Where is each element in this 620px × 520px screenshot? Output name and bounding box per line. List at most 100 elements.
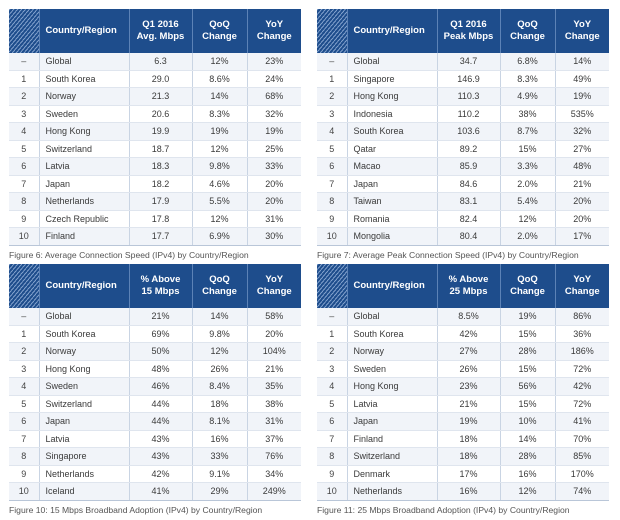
country-cell: Japan — [347, 412, 438, 431]
table-row: 6 Japan 19% 10% 41% — [317, 412, 609, 431]
header-row: Country/Region Q1 2016 Avg. Mbps QoQ Change Y… — [9, 9, 301, 53]
yoy-cell: 37% — [247, 430, 301, 448]
yoy-cell: 86% — [555, 308, 609, 326]
yoy-cell: 42% — [555, 377, 609, 396]
table-row: 6 Macao 85.9 3.3% 48% — [317, 157, 609, 176]
column-header: YoY Change — [555, 264, 609, 308]
value-cell: 17.8 — [129, 210, 193, 228]
figure-caption: Figure 10: 15 Mbps Broadband Adoption (I… — [9, 504, 263, 515]
header-row: Country/Region% Above 25 Mbps QoQ Change YoY… — [317, 264, 609, 308]
qoq-cell: 8.3% — [500, 70, 556, 88]
yoy-cell: 30% — [247, 227, 301, 246]
country-cell: Qatar — [347, 140, 438, 158]
qoq-cell: 5.5% — [192, 192, 248, 211]
value-cell: 34.7 — [437, 53, 501, 71]
column-header: Country/Region — [39, 9, 130, 53]
yoy-cell: 74% — [555, 482, 609, 501]
country-cell: South Korea — [39, 325, 130, 343]
value-cell: 19.9 — [129, 122, 193, 141]
rank-cell: 5 — [9, 140, 40, 158]
table-row: 4 Sweden 46% 8.4% 35% — [9, 377, 301, 396]
column-header-line: YoY — [573, 19, 592, 30]
table-row: 7 Japan 18.2 4.6% 20% — [9, 175, 301, 193]
yoy-cell: 70% — [555, 430, 609, 448]
value-cell: 18.2 — [129, 175, 193, 193]
column-header-line: Change — [564, 31, 600, 42]
column-header-line: % Above — [140, 274, 181, 285]
rank-cell: 8 — [9, 447, 40, 466]
yoy-cell: 72% — [555, 395, 609, 413]
table-row: 1 South Korea 29.0 8.6% 24% — [9, 70, 301, 88]
column-header: QoQ Change — [192, 9, 248, 53]
yoy-cell: 25% — [247, 140, 301, 158]
value-cell: 42% — [437, 325, 501, 343]
value-cell: 17% — [437, 465, 501, 483]
country-cell: Taiwan — [347, 192, 438, 211]
qoq-cell: 8.3% — [192, 105, 248, 123]
country-cell: Macao — [347, 157, 438, 176]
country-cell: Norway — [39, 342, 130, 361]
column-header: YoY Change — [247, 9, 301, 53]
value-cell: 6.3 — [129, 53, 193, 71]
qoq-cell: 14% — [192, 308, 248, 326]
country-cell: Norway — [347, 342, 438, 361]
country-cell: Latvia — [39, 430, 130, 448]
rank-cell: 8 — [317, 192, 348, 211]
yoy-cell: 32% — [555, 122, 609, 141]
yoy-cell: 104% — [247, 342, 301, 361]
table-row: 5 Switzerland 18.7 12% 25% — [9, 140, 301, 158]
data-table: Country/Region Q1 2016 Peak Mbps QoQ Change Y… — [317, 9, 609, 246]
table-row: 5 Qatar 89.2 15% 27% — [317, 140, 609, 158]
rank-cell: 9 — [9, 210, 40, 228]
rank-cell: 5 — [317, 140, 348, 158]
rank-cell: 3 — [9, 105, 40, 123]
qoq-cell: 9.8% — [192, 157, 248, 176]
table-panel-fig10: Country/Region% Above 15 Mbps QoQ Change YoY… — [9, 264, 301, 515]
value-cell: 110.2 — [437, 105, 501, 123]
value-cell: 21% — [437, 395, 501, 413]
qoq-cell: 56% — [500, 377, 556, 396]
value-cell: 85.9 — [437, 157, 501, 176]
rank-cell: 9 — [317, 465, 348, 483]
country-cell: Switzerland — [39, 140, 130, 158]
header-row: Country/Region% Above 15 Mbps QoQ Change YoY… — [9, 264, 301, 308]
column-header-line: QoQ — [517, 274, 538, 285]
country-cell: Czech Republic — [39, 210, 130, 228]
rank-cell: 5 — [317, 395, 348, 413]
country-cell: Sweden — [347, 360, 438, 378]
hatch-pattern-icon — [317, 9, 348, 53]
column-header-line: Country/Region — [353, 280, 425, 291]
yoy-cell: 170% — [555, 465, 609, 483]
column-header-line: Country/Region — [45, 25, 117, 36]
table-row: 1 South Korea 69% 9.8% 20% — [9, 325, 301, 343]
yoy-cell: 20% — [555, 192, 609, 211]
rank-cell: 10 — [9, 227, 40, 246]
qoq-cell: 12% — [192, 342, 248, 361]
value-cell: 26% — [437, 360, 501, 378]
country-cell: Iceland — [39, 482, 130, 501]
yoy-cell: 186% — [555, 342, 609, 361]
rank-cell: 10 — [317, 482, 348, 501]
qoq-cell: 16% — [500, 465, 556, 483]
yoy-cell: 24% — [247, 70, 301, 88]
yoy-cell: 32% — [247, 105, 301, 123]
column-header: QoQ Change — [192, 264, 248, 308]
value-cell: 146.9 — [437, 70, 501, 88]
figure-caption: Figure 6: Average Connection Speed (IPv4… — [9, 249, 249, 260]
hatch-pattern-icon — [9, 264, 40, 308]
table-row: 3 Hong Kong 48% 26% 21% — [9, 360, 301, 378]
column-header: QoQ Change — [500, 264, 556, 308]
value-cell: 18% — [437, 430, 501, 448]
qoq-cell: 6.9% — [192, 227, 248, 246]
column-header-line: Change — [202, 286, 237, 297]
yoy-cell: 249% — [247, 482, 301, 501]
table-row: 9 Netherlands 42% 9.1% 34% — [9, 465, 301, 483]
table-row: 3 Sweden 26% 15% 72% — [317, 360, 609, 378]
yoy-cell: 72% — [555, 360, 609, 378]
value-cell: 16% — [437, 482, 501, 501]
qoq-cell: 2.0% — [500, 175, 556, 193]
column-header-line: 25 Mbps — [449, 286, 488, 297]
value-cell: 43% — [129, 447, 193, 466]
column-header-line: QoQ — [517, 19, 538, 30]
country-cell: Finland — [347, 430, 438, 448]
